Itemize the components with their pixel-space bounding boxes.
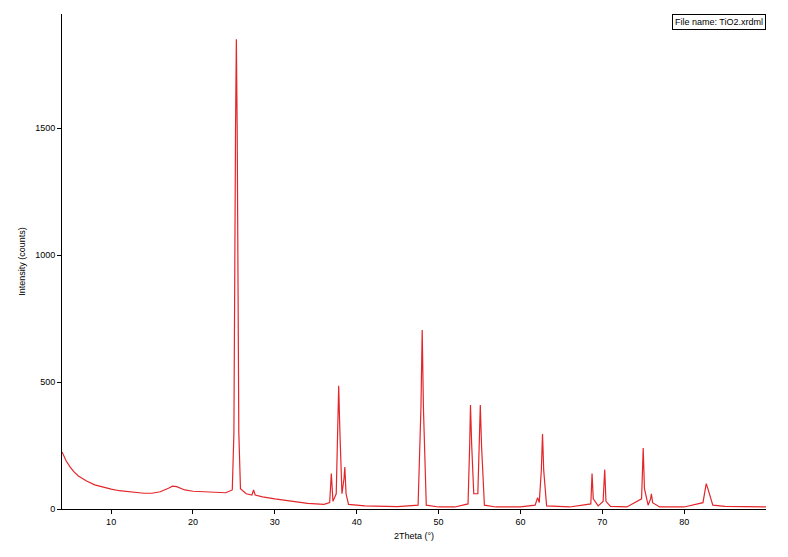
svg-text:40: 40 [352, 517, 362, 527]
svg-text:10: 10 [106, 517, 116, 527]
svg-text:60: 60 [515, 517, 525, 527]
svg-text:0: 0 [50, 504, 55, 514]
svg-text:30: 30 [270, 517, 280, 527]
svg-text:70: 70 [597, 517, 607, 527]
svg-text:2Theta (°): 2Theta (°) [394, 531, 434, 541]
svg-text:1000: 1000 [35, 250, 55, 260]
svg-text:Intensity (counts): Intensity (counts) [17, 227, 27, 296]
svg-text:20: 20 [188, 517, 198, 527]
svg-text:500: 500 [40, 377, 55, 387]
svg-text:80: 80 [679, 517, 689, 527]
svg-text:File name: TiO2.xrdml: File name: TiO2.xrdml [675, 17, 763, 27]
svg-text:1500: 1500 [35, 123, 55, 133]
svg-text:50: 50 [434, 517, 444, 527]
